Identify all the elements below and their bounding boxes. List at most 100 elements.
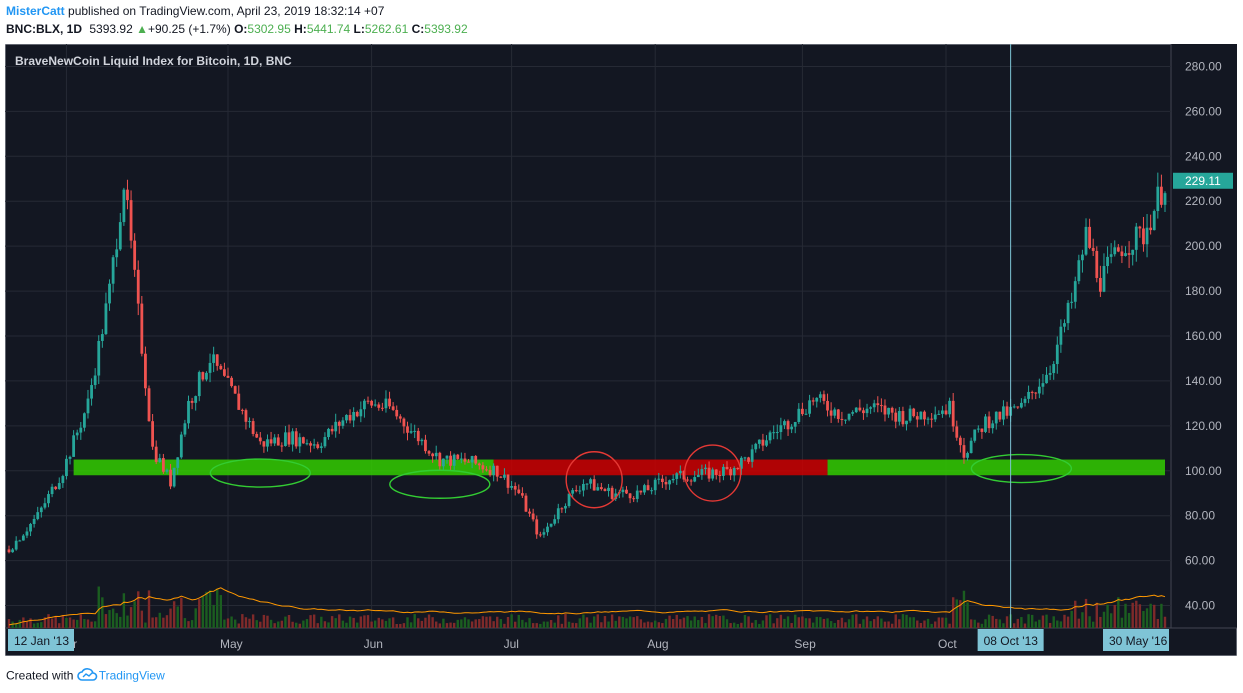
candle-body: [851, 412, 855, 414]
volume-bar: [295, 622, 298, 628]
price-chart[interactable]: 280.00 260.00 240.00 220.00 200.00 180.00 160.…: [5, 44, 1237, 656]
candle-body: [941, 410, 944, 414]
chart-background: [5, 44, 1237, 656]
volume-bar: [1023, 623, 1027, 628]
volume-bar: [980, 623, 984, 628]
candle-body: [513, 485, 517, 490]
candle-body: [441, 458, 445, 467]
volume-bar: [715, 614, 718, 628]
crosshair-date-badge: [977, 629, 1044, 651]
volume-bar: [305, 619, 309, 628]
candle-body: [309, 443, 312, 446]
volume-bar: [697, 620, 700, 628]
candle-body: [100, 334, 104, 341]
candle-body: [793, 421, 797, 427]
candle-body: [140, 303, 144, 354]
volume-bar: [725, 619, 729, 628]
volume-bar: [700, 616, 704, 628]
candle-body: [11, 549, 14, 553]
volume-bar: [1002, 623, 1005, 628]
volume-bar: [1153, 604, 1156, 628]
volume-bar: [610, 614, 614, 628]
tradingview-link[interactable]: TradingView: [98, 668, 165, 683]
volume-bar: [399, 623, 402, 628]
zone-green: [73, 459, 494, 476]
candle-body: [976, 428, 980, 430]
volume-bar: [298, 623, 301, 628]
candle-body: [1055, 344, 1059, 365]
candle-body: [276, 437, 280, 446]
candle-body: [488, 470, 492, 476]
close-label: C:: [411, 22, 425, 36]
author-name[interactable]: MisterCatt: [6, 4, 65, 18]
candle-body: [438, 452, 442, 467]
candle-body: [693, 477, 697, 482]
volume-bar: [259, 621, 262, 628]
volume-bar: [564, 614, 567, 628]
candle-body: [894, 412, 898, 422]
volume-bar: [973, 619, 976, 628]
volume-bar: [851, 614, 854, 628]
volume-bar: [732, 622, 736, 628]
candle-body: [1052, 364, 1056, 374]
candle-body: [564, 506, 567, 509]
candle-body: [901, 411, 905, 425]
volume-bar: [1127, 612, 1131, 628]
candle-body: [240, 409, 244, 411]
volume-bar: [869, 621, 872, 628]
candle-body: [262, 441, 266, 447]
candle-body: [614, 493, 618, 499]
volume-bar: [621, 616, 625, 628]
volume-bar: [1066, 616, 1070, 628]
candle-body: [499, 476, 503, 478]
volume-bar: [1070, 610, 1073, 628]
candle-body: [747, 457, 750, 462]
volume-bar: [740, 622, 743, 628]
volume-bar: [413, 614, 416, 628]
candle-body: [582, 484, 585, 491]
high-value: 5441.74: [306, 22, 351, 36]
volume-bar: [36, 622, 39, 628]
volume-bar: [1138, 604, 1142, 628]
candle-body: [266, 439, 269, 447]
candle-body: [783, 421, 786, 426]
volume-bar: [826, 618, 829, 628]
candle-body: [700, 469, 704, 475]
candle-body: [531, 513, 535, 520]
candle-body: [449, 455, 452, 466]
volume-bar: [772, 623, 775, 628]
volume-bar: [1038, 619, 1041, 628]
volume-bar: [797, 617, 801, 628]
candle-body: [689, 480, 693, 482]
volume-bar: [998, 619, 1002, 628]
candle-body: [811, 400, 815, 402]
candle-body: [984, 416, 987, 432]
volume-bar: [1027, 614, 1030, 628]
annotation-circle: [209, 458, 312, 488]
volume-bar: [241, 614, 244, 628]
volume-bar: [187, 621, 190, 628]
candle-body: [208, 362, 212, 373]
candle-body: [144, 353, 147, 389]
candle-body: [427, 451, 431, 454]
volume-bar: [890, 623, 894, 628]
volume-bar: [808, 618, 811, 628]
candle-body: [854, 407, 858, 413]
candle-body: [284, 432, 287, 447]
volume-bar: [370, 621, 373, 628]
volume-bar: [951, 597, 955, 628]
volume-bar: [539, 623, 542, 628]
volume-bar: [126, 615, 129, 628]
volume-bar: [140, 610, 144, 628]
candle-body: [836, 409, 840, 419]
high-label: H:: [294, 22, 307, 36]
candle-body: [269, 439, 273, 444]
volume-bar: [320, 616, 323, 628]
candle-body: [352, 411, 356, 421]
crosshair-date-label: 08 Oct '13: [984, 634, 1039, 648]
candle-body: [607, 487, 610, 491]
candle-body: [890, 407, 894, 413]
candle-body: [528, 511, 531, 514]
candle-body: [416, 430, 420, 442]
volume-bar: [776, 618, 779, 628]
